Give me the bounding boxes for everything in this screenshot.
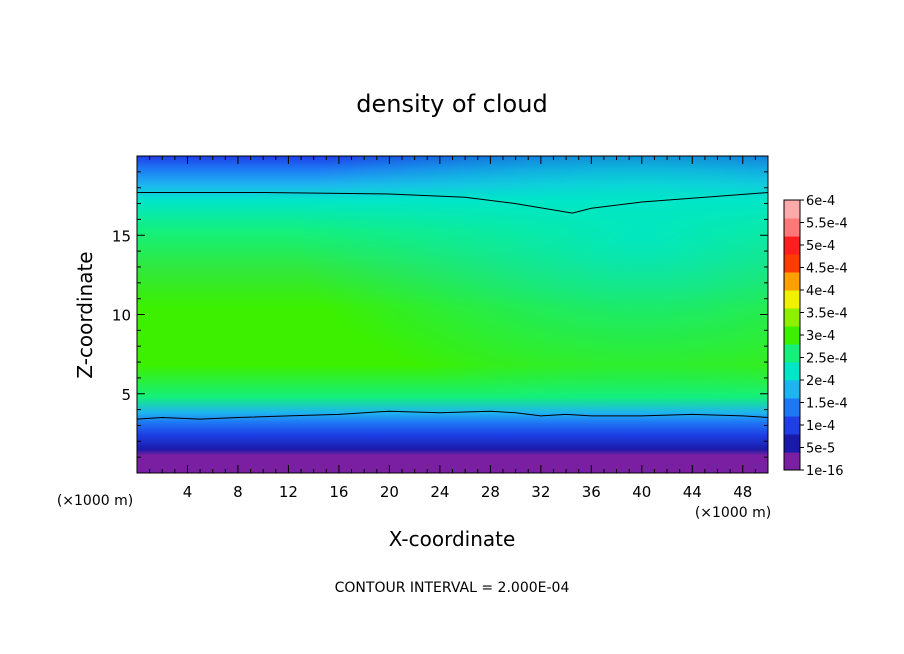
- colorbar-swatch: [784, 434, 800, 453]
- x-axis-ticks: 4 8 12 16 20 24 28 32 36 40 44 48: [149, 156, 756, 501]
- x-tick-label: 12: [279, 483, 298, 501]
- y-axis-label: Z-coordinate: [73, 251, 97, 378]
- x-tick-label: 40: [632, 483, 651, 501]
- x-tick-label: 28: [481, 483, 500, 501]
- colorbar-swatch: [784, 254, 800, 273]
- colorbar-label: 5e-4: [806, 239, 835, 254]
- colorbar-swatch: [784, 326, 800, 345]
- colorbar-label: 4e-4: [806, 284, 835, 299]
- colorbar-swatch: [784, 200, 800, 219]
- colorbar-swatch: [784, 308, 800, 327]
- x-axis-label: X-coordinate: [389, 527, 516, 551]
- colorbar-label: 5e-5: [806, 442, 835, 457]
- x-tick-label: 4: [183, 483, 193, 501]
- density-field: [137, 156, 768, 473]
- x-tick-label: 48: [733, 483, 752, 501]
- contour-line-1: [137, 192, 769, 214]
- contour-interval-note: CONTOUR INTERVAL = 2.000E-04: [335, 580, 570, 596]
- colorbar-swatch: [784, 236, 800, 255]
- x-tick-label: 16: [329, 483, 348, 501]
- colorbar-swatch: [784, 380, 800, 399]
- x-tick-label: 36: [582, 483, 601, 501]
- colorbar-label: 1e-16: [806, 464, 844, 479]
- chart-title: density of cloud: [356, 90, 547, 118]
- contour-line-2: [136, 410, 769, 420]
- x-tick-label: 24: [430, 483, 449, 501]
- colorbar-swatch: [784, 362, 800, 381]
- y-tick-label: 5: [121, 386, 131, 404]
- field-upper-right-patch: [137, 156, 768, 473]
- x-tick-label: 44: [683, 483, 702, 501]
- colorbar-label: 3e-4: [806, 329, 835, 344]
- x-tick-label: 20: [380, 483, 399, 501]
- colorbar-label: 4.5e-4: [806, 262, 848, 277]
- colorbar: 1e-16 5e-5 1e-4 1.5e-4 2e-4 2.5e-4 3e-4 3.5e-4 4…: [783, 194, 848, 479]
- y-tick-label: 10: [112, 307, 131, 325]
- colorbar-swatch: [784, 290, 800, 309]
- colorbar-label: 5.5e-4: [806, 217, 848, 232]
- colorbar-swatch: [784, 218, 800, 237]
- colorbar-swatch: [784, 452, 800, 471]
- y-axis-ticks: 5 10 15: [112, 171, 768, 458]
- colorbar-swatch: [784, 344, 800, 363]
- x-axis-units: (×1000 m): [695, 505, 771, 521]
- colorbar-label: 1.5e-4: [806, 397, 848, 412]
- colorbar-swatch: [784, 416, 800, 435]
- y-axis-units: (×1000 m): [57, 493, 133, 509]
- colorbar-label: 2e-4: [806, 374, 835, 389]
- colorbar-label: 6e-4: [806, 194, 835, 209]
- colorbar-label: 3.5e-4: [806, 307, 848, 322]
- colorbar-swatch: [784, 272, 800, 291]
- x-tick-label: 32: [531, 483, 550, 501]
- y-tick-label: 15: [112, 227, 131, 245]
- colorbar-label: 2.5e-4: [806, 352, 848, 367]
- x-tick-label: 8: [233, 483, 243, 501]
- colorbar-swatch: [784, 398, 800, 417]
- colorbar-label: 1e-4: [806, 419, 835, 434]
- contour-lines: [136, 192, 769, 420]
